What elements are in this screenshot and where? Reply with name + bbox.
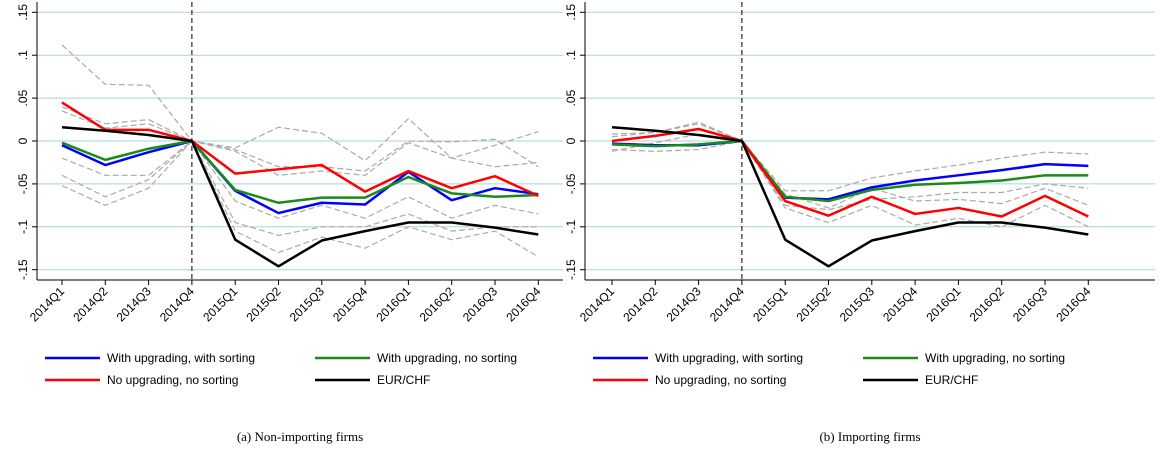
series-line — [61, 139, 539, 205]
band-line — [61, 140, 539, 258]
x-tick-label: 2016Q2 — [967, 284, 1007, 324]
x-tick-label: 2015Q2 — [244, 284, 284, 324]
y-tick-label: -.15 — [16, 259, 30, 280]
x-tick-label: 2014Q3 — [114, 284, 154, 324]
x-tick-label: 2016Q1 — [373, 284, 413, 324]
y-tick-label: -.1 — [16, 219, 30, 233]
x-tick-label: 2014Q1 — [577, 284, 617, 324]
band-line — [61, 44, 539, 168]
x-tick-label: 2015Q1 — [750, 284, 790, 324]
legend-label: No upgrading, no sorting — [655, 373, 786, 387]
y-tick-label: 0 — [564, 137, 578, 144]
y-tick-label: -.05 — [16, 173, 30, 194]
series-line — [611, 126, 1089, 268]
band-line — [611, 133, 1089, 228]
y-tick-label: 0 — [16, 137, 30, 144]
x-tick-label: 2016Q3 — [460, 284, 500, 324]
y-tick-label: .05 — [564, 89, 578, 106]
x-tick-label: 2015Q2 — [794, 284, 834, 324]
band-line — [61, 106, 539, 172]
series-line — [61, 139, 539, 215]
band-line — [611, 140, 1089, 211]
legend-label: With upgrading, with sorting — [107, 351, 255, 365]
band-line — [61, 110, 539, 176]
x-tick-label: 2016Q3 — [1010, 284, 1050, 324]
caption: (b) Importing firms — [819, 429, 920, 444]
x-tick-label: 2014Q4 — [157, 284, 197, 324]
band-line — [61, 140, 539, 219]
y-tick-label: .15 — [564, 4, 578, 21]
series-line — [611, 139, 1089, 201]
x-tick-label: 2014Q2 — [70, 284, 110, 324]
x-tick-label: 2014Q2 — [620, 284, 660, 324]
series-line — [611, 139, 1089, 203]
x-tick-label: 2016Q1 — [923, 284, 963, 324]
x-tick-label: 2016Q4 — [1053, 284, 1093, 324]
band-line — [61, 140, 539, 236]
legend-label: With upgrading, no sorting — [377, 351, 517, 365]
legend-label: EUR/CHF — [925, 373, 978, 387]
series-line — [61, 101, 539, 198]
y-tick-label: -.1 — [564, 219, 578, 233]
x-tick-label: 2016Q4 — [503, 284, 543, 324]
legend-label: With upgrading, with sorting — [655, 351, 803, 365]
x-tick-label: 2016Q2 — [417, 284, 457, 324]
y-tick-label: -.15 — [564, 259, 578, 280]
legend-label: No upgrading, no sorting — [107, 373, 238, 387]
x-tick-label: 2015Q3 — [837, 284, 877, 324]
x-tick-label: 2015Q4 — [880, 284, 920, 324]
series-line — [61, 126, 539, 268]
x-tick-label: 2015Q4 — [330, 284, 370, 324]
x-tick-label: 2014Q4 — [707, 284, 747, 324]
band-line — [611, 121, 1089, 192]
y-tick-label: .05 — [16, 89, 30, 106]
caption: (a) Non-importing firms — [237, 429, 363, 444]
y-tick-label: .1 — [16, 50, 30, 60]
legend-label: EUR/CHF — [377, 373, 430, 387]
y-tick-label: .1 — [564, 50, 578, 60]
x-tick-label: 2014Q3 — [664, 284, 704, 324]
x-tick-label: 2014Q1 — [27, 284, 67, 324]
band-line — [611, 123, 1089, 209]
series-line — [611, 127, 1089, 218]
x-tick-label: 2015Q3 — [287, 284, 327, 324]
x-tick-label: 2015Q1 — [200, 284, 240, 324]
y-tick-label: .15 — [16, 4, 30, 21]
y-tick-label: -.05 — [564, 173, 578, 194]
legend-label: With upgrading, no sorting — [925, 351, 1065, 365]
